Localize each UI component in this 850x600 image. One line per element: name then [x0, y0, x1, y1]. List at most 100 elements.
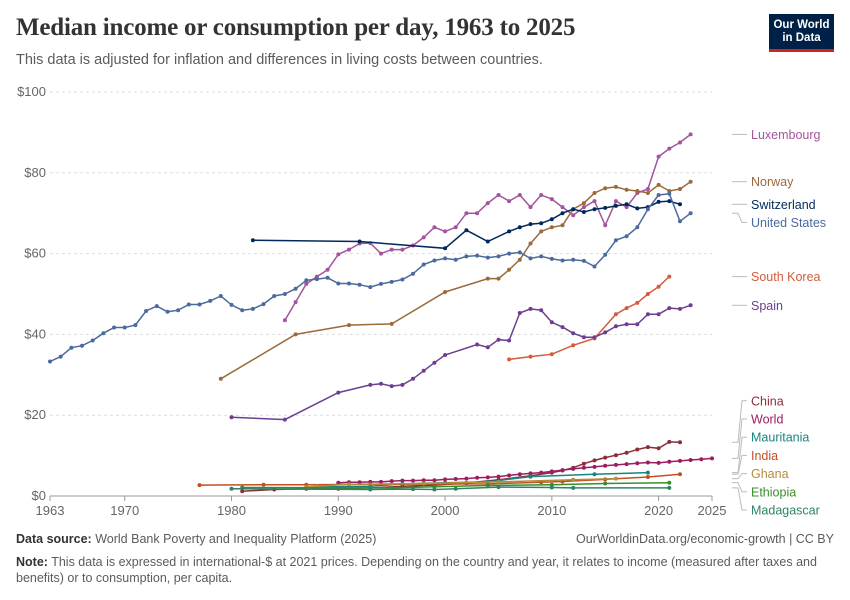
data-point-south-korea[interactable]: [645, 292, 650, 296]
data-point-norway[interactable]: [656, 182, 661, 187]
data-point-spain[interactable]: [560, 325, 565, 330]
data-point-norway[interactable]: [592, 191, 597, 195]
data-point-luxembourg[interactable]: [379, 251, 383, 256]
data-point-norway[interactable]: [560, 223, 565, 228]
data-point-switzerland[interactable]: [581, 210, 586, 214]
data-point-mauritania[interactable]: [645, 470, 650, 475]
data-point-world[interactable]: [443, 477, 448, 482]
data-point-spain[interactable]: [549, 320, 554, 325]
data-point-world[interactable]: [421, 478, 426, 483]
data-point-norway[interactable]: [443, 290, 448, 294]
data-point-united-states[interactable]: [560, 258, 565, 263]
data-point-madagascar[interactable]: [229, 486, 234, 491]
series-line-norway[interactable]: [220, 181, 692, 380]
data-point-norway[interactable]: [496, 276, 501, 281]
data-point-luxembourg[interactable]: [592, 199, 597, 204]
data-point-united-states[interactable]: [421, 262, 426, 267]
data-point-united-states[interactable]: [304, 278, 309, 283]
data-point-united-states[interactable]: [186, 302, 191, 307]
data-point-india[interactable]: [645, 475, 650, 479]
data-point-china[interactable]: [678, 440, 682, 445]
data-point-united-states[interactable]: [69, 345, 74, 350]
series-madagascar[interactable]: [229, 485, 672, 492]
data-point-united-states[interactable]: [528, 256, 533, 261]
data-point-south-korea[interactable]: [549, 352, 554, 357]
data-point-united-states[interactable]: [347, 281, 351, 286]
data-point-world[interactable]: [496, 474, 501, 479]
data-point-norway[interactable]: [218, 376, 223, 381]
data-point-china[interactable]: [635, 447, 640, 452]
data-point-united-states[interactable]: [197, 302, 202, 307]
data-point-united-states[interactable]: [261, 302, 266, 307]
source-url[interactable]: OurWorldinData.org/economic-growth | CC …: [576, 532, 834, 546]
data-point-world[interactable]: [336, 480, 341, 485]
data-point-world[interactable]: [645, 460, 650, 465]
data-point-united-states[interactable]: [208, 298, 213, 303]
data-source-text[interactable]: World Bank Poverty and Inequality Platfo…: [95, 532, 377, 546]
data-point-norway[interactable]: [549, 225, 554, 230]
data-point-spain[interactable]: [603, 330, 608, 335]
data-point-world[interactable]: [379, 479, 383, 484]
data-point-switzerland[interactable]: [624, 202, 629, 207]
data-point-china[interactable]: [613, 453, 618, 458]
data-point-united-states[interactable]: [624, 234, 629, 239]
data-point-madagascar[interactable]: [571, 485, 576, 490]
data-point-spain[interactable]: [688, 303, 693, 308]
data-point-world[interactable]: [699, 457, 704, 462]
data-point-united-states[interactable]: [176, 308, 181, 313]
data-point-spain[interactable]: [411, 376, 415, 381]
data-point-switzerland[interactable]: [539, 221, 544, 226]
data-point-south-korea[interactable]: [635, 300, 640, 305]
data-point-luxembourg[interactable]: [347, 247, 351, 252]
data-point-norway[interactable]: [603, 186, 608, 191]
data-point-luxembourg[interactable]: [656, 154, 661, 159]
data-point-world[interactable]: [432, 478, 437, 483]
data-point-united-states[interactable]: [464, 254, 469, 259]
data-point-norway[interactable]: [645, 191, 650, 195]
data-point-united-states[interactable]: [165, 309, 170, 314]
data-point-ghana[interactable]: [421, 481, 426, 486]
data-point-luxembourg[interactable]: [667, 146, 672, 151]
data-point-norway[interactable]: [539, 229, 544, 234]
data-point-united-states[interactable]: [154, 304, 159, 309]
data-point-spain[interactable]: [379, 381, 383, 386]
data-point-china[interactable]: [624, 450, 629, 455]
data-point-united-states[interactable]: [218, 294, 223, 298]
data-point-spain[interactable]: [528, 306, 533, 311]
data-point-spain[interactable]: [592, 335, 597, 340]
data-point-world[interactable]: [624, 462, 629, 467]
data-point-india[interactable]: [261, 482, 266, 487]
data-point-world[interactable]: [464, 476, 469, 481]
data-point-luxembourg[interactable]: [304, 281, 309, 286]
data-point-world[interactable]: [539, 470, 544, 475]
data-point-mauritania[interactable]: [592, 472, 597, 477]
data-point-world[interactable]: [667, 459, 672, 464]
data-point-india[interactable]: [678, 472, 682, 477]
data-point-spain[interactable]: [507, 338, 512, 343]
series-switzerland[interactable]: [250, 199, 682, 251]
data-point-norway[interactable]: [347, 323, 351, 328]
data-point-china[interactable]: [656, 446, 661, 451]
data-point-luxembourg[interactable]: [485, 201, 490, 206]
data-point-world[interactable]: [571, 466, 576, 471]
data-point-spain[interactable]: [581, 335, 586, 340]
data-point-world[interactable]: [357, 480, 362, 485]
data-point-luxembourg[interactable]: [613, 199, 618, 204]
data-point-switzerland[interactable]: [613, 203, 618, 208]
series-luxembourg[interactable]: [282, 132, 693, 323]
data-point-luxembourg[interactable]: [389, 247, 394, 252]
data-point-luxembourg[interactable]: [293, 300, 298, 305]
data-point-united-states[interactable]: [133, 323, 138, 328]
series-label-madagascar[interactable]: Madagascar: [751, 504, 820, 518]
data-point-luxembourg[interactable]: [688, 132, 693, 137]
data-point-madagascar[interactable]: [549, 485, 554, 490]
data-point-world[interactable]: [560, 468, 565, 473]
data-point-china[interactable]: [240, 489, 245, 494]
data-point-united-states[interactable]: [144, 309, 149, 313]
data-point-norway[interactable]: [507, 267, 512, 272]
data-point-switzerland[interactable]: [464, 228, 469, 233]
data-point-switzerland[interactable]: [656, 199, 661, 204]
data-point-spain[interactable]: [539, 308, 544, 313]
data-point-luxembourg[interactable]: [571, 213, 576, 218]
data-point-luxembourg[interactable]: [539, 193, 544, 197]
